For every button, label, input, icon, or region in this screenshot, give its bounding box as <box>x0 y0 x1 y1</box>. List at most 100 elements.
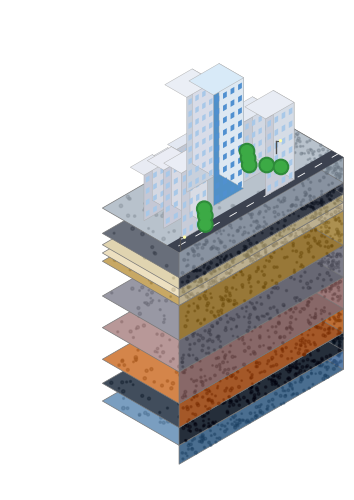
Circle shape <box>250 376 253 380</box>
Circle shape <box>185 384 186 385</box>
Circle shape <box>241 336 244 338</box>
Circle shape <box>340 207 342 210</box>
Circle shape <box>226 428 228 430</box>
Circle shape <box>274 252 276 254</box>
Circle shape <box>185 396 187 398</box>
Circle shape <box>327 358 329 359</box>
Circle shape <box>315 335 318 338</box>
Circle shape <box>287 210 289 212</box>
Circle shape <box>238 401 241 404</box>
Circle shape <box>276 140 279 142</box>
Circle shape <box>212 422 214 424</box>
Circle shape <box>261 242 263 244</box>
Circle shape <box>185 338 188 340</box>
Circle shape <box>279 232 280 234</box>
Circle shape <box>185 452 187 454</box>
Circle shape <box>257 255 258 256</box>
Circle shape <box>190 365 193 368</box>
Circle shape <box>323 277 326 280</box>
Circle shape <box>276 345 278 346</box>
Circle shape <box>224 354 227 356</box>
Circle shape <box>250 206 251 207</box>
Circle shape <box>268 230 269 232</box>
Circle shape <box>309 315 310 317</box>
Circle shape <box>321 259 323 260</box>
Circle shape <box>307 340 310 343</box>
Circle shape <box>229 351 230 353</box>
Circle shape <box>287 172 289 173</box>
Circle shape <box>212 270 215 272</box>
Circle shape <box>148 397 150 400</box>
Circle shape <box>223 253 226 256</box>
Polygon shape <box>202 138 206 145</box>
Circle shape <box>317 340 320 343</box>
Circle shape <box>211 402 214 404</box>
Circle shape <box>321 343 325 346</box>
Polygon shape <box>153 206 157 212</box>
Circle shape <box>291 316 292 317</box>
Circle shape <box>281 190 284 192</box>
Circle shape <box>230 269 233 272</box>
Circle shape <box>239 398 241 400</box>
Circle shape <box>324 374 326 377</box>
Circle shape <box>293 312 296 316</box>
Circle shape <box>313 255 315 258</box>
Circle shape <box>182 396 184 399</box>
Circle shape <box>189 198 192 200</box>
Circle shape <box>229 254 231 255</box>
Circle shape <box>274 140 276 141</box>
Circle shape <box>284 297 287 300</box>
Circle shape <box>291 387 293 389</box>
Circle shape <box>165 348 166 350</box>
Circle shape <box>241 258 242 260</box>
Circle shape <box>300 236 302 238</box>
Circle shape <box>267 322 270 326</box>
Circle shape <box>187 388 189 390</box>
Circle shape <box>286 241 288 243</box>
Circle shape <box>270 347 271 348</box>
Circle shape <box>333 318 336 320</box>
Circle shape <box>299 255 302 258</box>
Circle shape <box>273 206 275 208</box>
Circle shape <box>240 218 242 220</box>
Polygon shape <box>166 216 170 224</box>
Circle shape <box>289 326 291 328</box>
Circle shape <box>246 182 249 185</box>
Circle shape <box>188 418 190 420</box>
Circle shape <box>233 345 236 348</box>
Circle shape <box>166 380 169 382</box>
Circle shape <box>289 146 292 148</box>
Circle shape <box>238 404 240 406</box>
Circle shape <box>220 372 223 376</box>
Circle shape <box>150 282 152 284</box>
Circle shape <box>331 194 333 196</box>
Circle shape <box>325 332 327 334</box>
Circle shape <box>269 307 272 310</box>
Circle shape <box>267 312 270 316</box>
Circle shape <box>282 222 285 225</box>
Polygon shape <box>192 156 195 164</box>
Circle shape <box>267 204 270 207</box>
Circle shape <box>298 313 299 314</box>
Circle shape <box>271 295 272 296</box>
Circle shape <box>305 178 308 180</box>
Circle shape <box>196 179 198 180</box>
Circle shape <box>200 282 201 283</box>
Circle shape <box>235 254 238 257</box>
Circle shape <box>276 310 278 312</box>
Circle shape <box>137 395 139 397</box>
Circle shape <box>267 188 270 190</box>
Circle shape <box>113 232 115 234</box>
Circle shape <box>248 206 251 209</box>
Polygon shape <box>164 174 168 182</box>
Circle shape <box>264 284 266 286</box>
Circle shape <box>338 185 340 186</box>
Circle shape <box>164 180 166 181</box>
Circle shape <box>133 215 136 218</box>
Circle shape <box>300 318 302 319</box>
Circle shape <box>263 352 264 354</box>
Circle shape <box>271 359 273 360</box>
Circle shape <box>293 260 296 262</box>
Circle shape <box>201 344 204 347</box>
Circle shape <box>214 238 216 240</box>
